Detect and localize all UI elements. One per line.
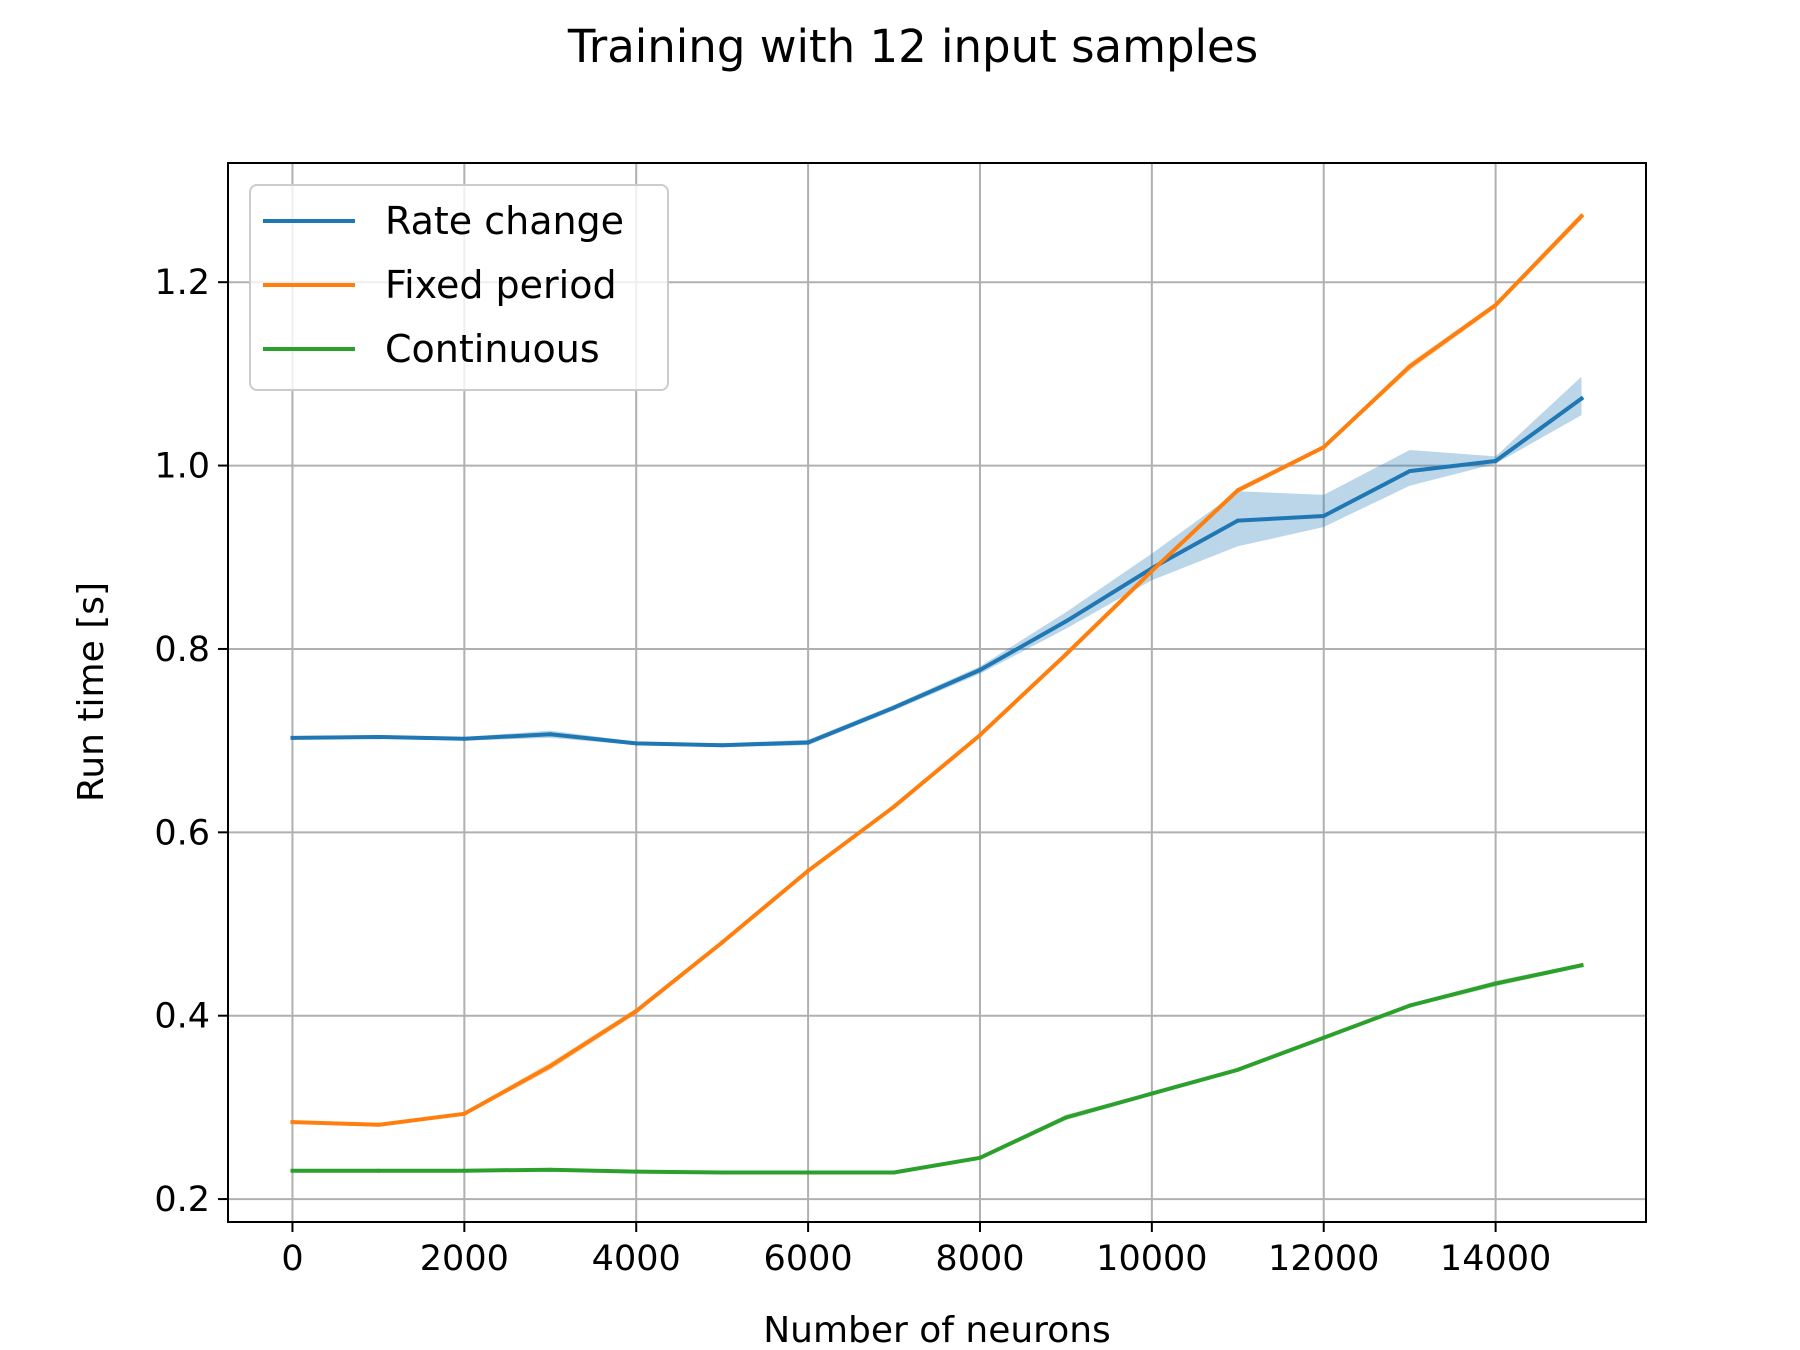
y-tick-label: 0.8 xyxy=(154,630,210,670)
x-tick-label: 4000 xyxy=(592,1239,681,1279)
rate-change-point xyxy=(1407,469,1412,474)
continuous-point xyxy=(806,1170,811,1175)
fixed-period-point xyxy=(290,1120,295,1125)
continuous-point xyxy=(1407,1003,1412,1008)
legend-box xyxy=(249,184,669,391)
fixed-period-point xyxy=(720,940,725,945)
chart-title: Training with 12 input samples xyxy=(567,20,1258,73)
x-tick-label: 14000 xyxy=(1440,1239,1551,1279)
rate-change-point xyxy=(1579,396,1584,401)
x-tick-label: 12000 xyxy=(1268,1239,1379,1279)
legend-label-continuous: Continuous xyxy=(385,327,600,371)
rate-change-point xyxy=(290,735,295,740)
continuous-point xyxy=(1063,1115,1068,1120)
fixed-period-line xyxy=(290,213,1585,1127)
x-tick-label: 8000 xyxy=(935,1239,1024,1279)
rate-change-point xyxy=(1493,459,1498,463)
rate-change-point xyxy=(634,741,639,746)
y-tick-label: 0.4 xyxy=(154,997,210,1037)
fixed-period-point xyxy=(978,733,982,738)
rate-change-point xyxy=(1235,518,1240,523)
continuous-point xyxy=(376,1168,381,1173)
legend: Rate change Fixed period Continuous xyxy=(249,184,669,391)
y-tick-label: 1.2 xyxy=(154,263,210,303)
continuous-point xyxy=(634,1169,639,1174)
rate-change-point xyxy=(892,705,896,710)
fixed-period-point xyxy=(1063,652,1068,657)
legend-label-rate-change: Rate change xyxy=(385,199,624,243)
x-axis-ticks: 0 2000 4000 6000 8000 10000 12000 14000 xyxy=(281,1222,1551,1279)
continuous-point xyxy=(462,1168,467,1173)
continuous-point xyxy=(1579,963,1584,968)
rate-change-point xyxy=(1321,514,1326,518)
y-tick-label: 1.0 xyxy=(154,447,210,487)
rate-change-point xyxy=(548,732,553,737)
fixed-period-point xyxy=(1321,445,1326,450)
x-axis-label: Number of neurons xyxy=(763,1310,1111,1350)
rate-change-point xyxy=(806,740,811,745)
y-axis-ticks: 0.2 0.4 0.6 0.8 1.0 1.2 xyxy=(154,263,228,1220)
rate-change-point xyxy=(376,735,381,739)
x-tick-label: 0 xyxy=(281,1239,303,1279)
continuous-point xyxy=(1321,1035,1326,1040)
fixed-period-point xyxy=(548,1064,553,1069)
fixed-period-point xyxy=(462,1111,467,1116)
x-tick-label: 6000 xyxy=(764,1239,853,1279)
continuous-line xyxy=(290,962,1584,1175)
fixed-period-point xyxy=(806,868,811,873)
fixed-period-point xyxy=(1579,214,1584,219)
fixed-period-point xyxy=(1493,303,1498,308)
fixed-period-point xyxy=(376,1122,381,1127)
rate-change-point xyxy=(720,743,725,748)
y-tick-label: 0.2 xyxy=(154,1180,210,1220)
x-tick-label: 10000 xyxy=(1096,1239,1207,1279)
fixed-period-point xyxy=(634,1009,639,1014)
x-tick-label: 2000 xyxy=(420,1239,509,1279)
legend-label-fixed-period: Fixed period xyxy=(385,263,617,307)
continuous-point xyxy=(290,1168,295,1173)
y-tick-label: 0.6 xyxy=(154,813,210,853)
continuous-point xyxy=(548,1167,553,1172)
rate-change-line xyxy=(290,395,1585,748)
continuous-point xyxy=(892,1170,896,1175)
continuous-point xyxy=(1493,981,1498,986)
rate-change-point xyxy=(978,668,982,672)
fixed-period-point xyxy=(1407,364,1412,369)
fixed-period-point xyxy=(1149,569,1154,573)
y-axis-label: Run time [s] xyxy=(71,582,112,802)
rate-change-point xyxy=(1063,619,1068,624)
rate-change-point xyxy=(462,736,467,741)
fixed-period-point xyxy=(1235,488,1240,493)
continuous-point xyxy=(1149,1091,1154,1096)
continuous-point xyxy=(978,1155,982,1160)
fixed-period-point xyxy=(892,804,896,809)
continuous-point xyxy=(1235,1067,1240,1072)
series-lines xyxy=(290,213,1585,1175)
plot-frame xyxy=(227,162,1647,1223)
continuous-point xyxy=(720,1170,725,1175)
